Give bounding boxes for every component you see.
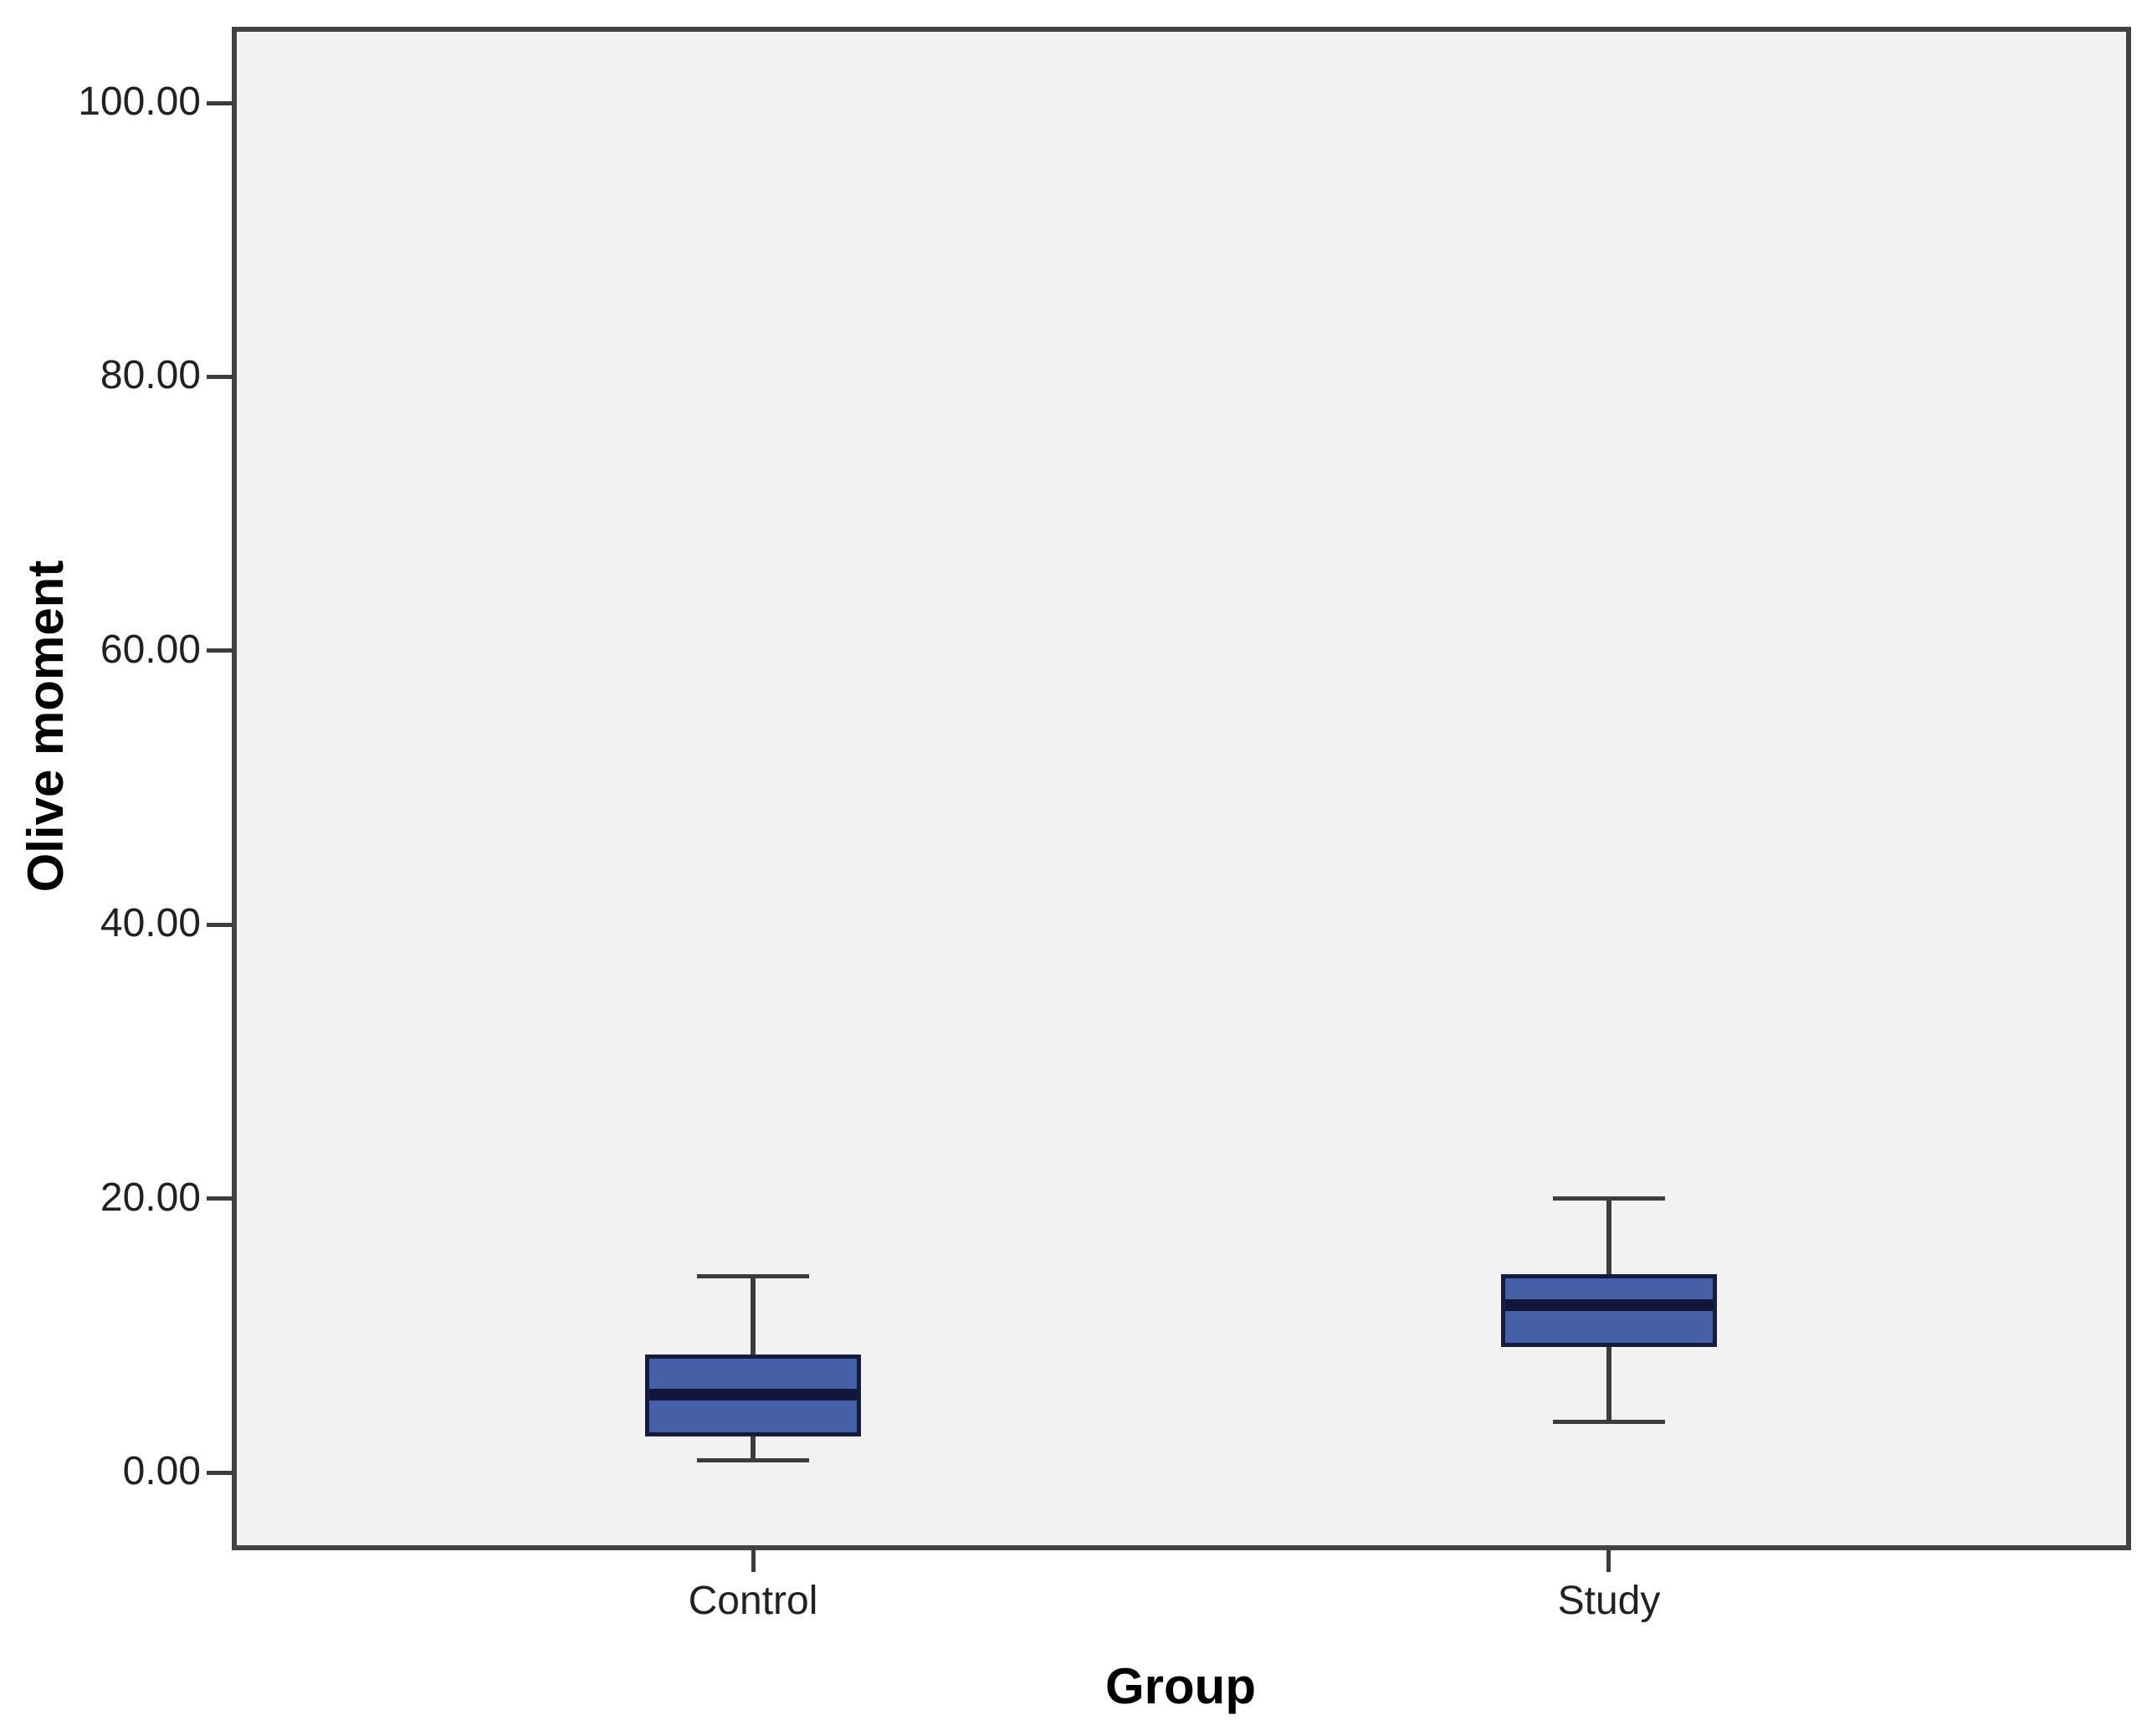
y-axis-tick-label: 0.00 bbox=[122, 1449, 201, 1494]
y-axis-tick-label: 40.00 bbox=[100, 901, 201, 946]
x-category-label: Study bbox=[1557, 1579, 1661, 1623]
x-axis-tick-mark bbox=[1606, 1550, 1611, 1572]
y-axis-tick-mark bbox=[207, 1471, 232, 1475]
x-category-label: Control bbox=[688, 1579, 818, 1623]
y-axis-tick-label: 100.00 bbox=[78, 79, 201, 125]
median-line-control bbox=[649, 1389, 857, 1401]
whisker-lower-cap-control bbox=[697, 1458, 809, 1462]
plot-area bbox=[232, 27, 2131, 1550]
whisker-lower-stem-study bbox=[1606, 1346, 1611, 1421]
y-axis-tick-mark bbox=[207, 375, 232, 379]
y-axis-tick-mark bbox=[207, 923, 232, 927]
y-axis-tick-label: 80.00 bbox=[100, 353, 201, 398]
y-axis-tick-label: 20.00 bbox=[100, 1175, 201, 1221]
whisker-upper-cap-control bbox=[697, 1274, 809, 1278]
y-axis-title: Olive moment bbox=[18, 560, 74, 893]
whisker-upper-cap-study bbox=[1553, 1196, 1665, 1201]
whisker-upper-stem-control bbox=[751, 1277, 756, 1354]
y-axis-tick-mark bbox=[207, 648, 232, 653]
whisker-lower-cap-study bbox=[1553, 1420, 1665, 1424]
x-axis-tick-mark bbox=[751, 1550, 756, 1572]
y-axis-tick-label: 60.00 bbox=[100, 627, 201, 673]
x-axis-title: Group bbox=[1105, 1658, 1256, 1714]
median-line-study bbox=[1505, 1299, 1713, 1311]
y-axis-tick-mark bbox=[207, 101, 232, 105]
whisker-upper-stem-study bbox=[1606, 1199, 1611, 1274]
y-axis-tick-mark bbox=[207, 1196, 232, 1201]
whisker-lower-stem-control bbox=[751, 1436, 756, 1460]
